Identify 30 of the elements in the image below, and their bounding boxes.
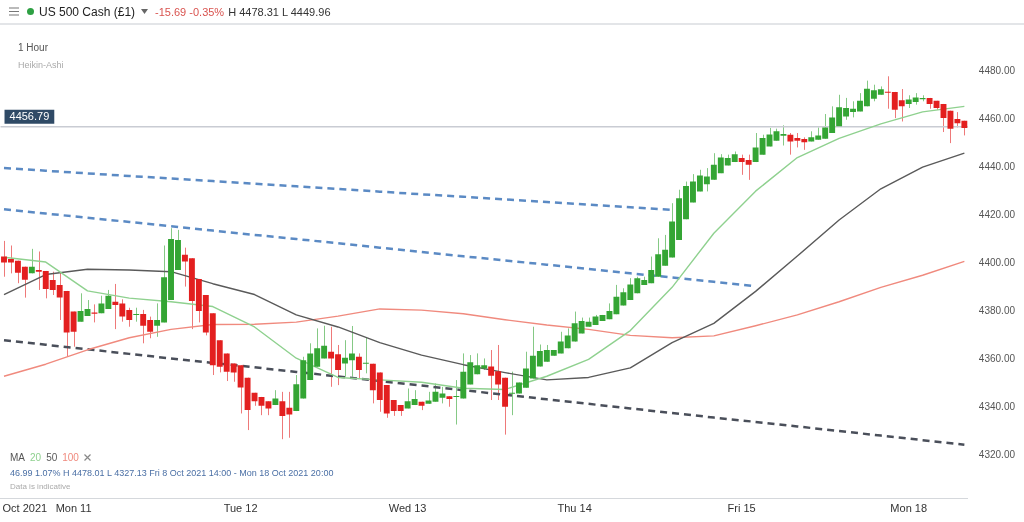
- text: Heikin-Ashi: [18, 60, 64, 70]
- y-tick-label: 4380.00: [978, 305, 1016, 317]
- y-tick-label: 4480.00: [978, 64, 1016, 76]
- x-tick-label: Mon 11: [55, 502, 92, 515]
- x-tick-label: Oct 2021: [2, 502, 48, 515]
- y-tick-label: 4360.00: [978, 353, 1016, 365]
- text: H 4478.31 L 4449.96: [228, 5, 331, 18]
- y-tick-label: 4440.00: [978, 160, 1016, 172]
- x-tick-label: Tue 12: [223, 502, 258, 515]
- legend-title: MA: [10, 452, 25, 463]
- chart-title: US 500 Cash (£1): [39, 4, 136, 19]
- text: 50: [46, 452, 58, 463]
- candlestick: [133, 307, 140, 323]
- line-series: [2, 338, 966, 446]
- x-tick-label: Mon 18: [890, 502, 928, 515]
- chart-subtitle: 1 Hour: [18, 42, 49, 53]
- y-tick-label: 4320.00: [978, 449, 1016, 461]
- x-tick-label: Fri 15: [727, 502, 756, 515]
- y-tick-label: 4340.00: [978, 401, 1016, 413]
- x-tick-label: Wed 13: [388, 502, 427, 515]
- y-tick-label: 4400.00: [978, 257, 1016, 269]
- text: 20: [30, 452, 42, 463]
- y-tick-label: 4420.00: [978, 208, 1016, 220]
- y-tick-label: 4460.00: [978, 112, 1016, 124]
- text: 100: [62, 452, 79, 463]
- text: -15.69 -0.35%: [155, 5, 225, 18]
- annotation: Data is indicative: [10, 482, 71, 491]
- ref-line-label: 4456.79: [9, 109, 50, 122]
- annotation: 46.99 1.07% H 4478.01 L 4327.13 Fri 8 Oct 2021 14:00 - Mon 18 Oct 2021 20:00: [10, 468, 334, 478]
- x-tick-label: Thu 14: [557, 502, 592, 515]
